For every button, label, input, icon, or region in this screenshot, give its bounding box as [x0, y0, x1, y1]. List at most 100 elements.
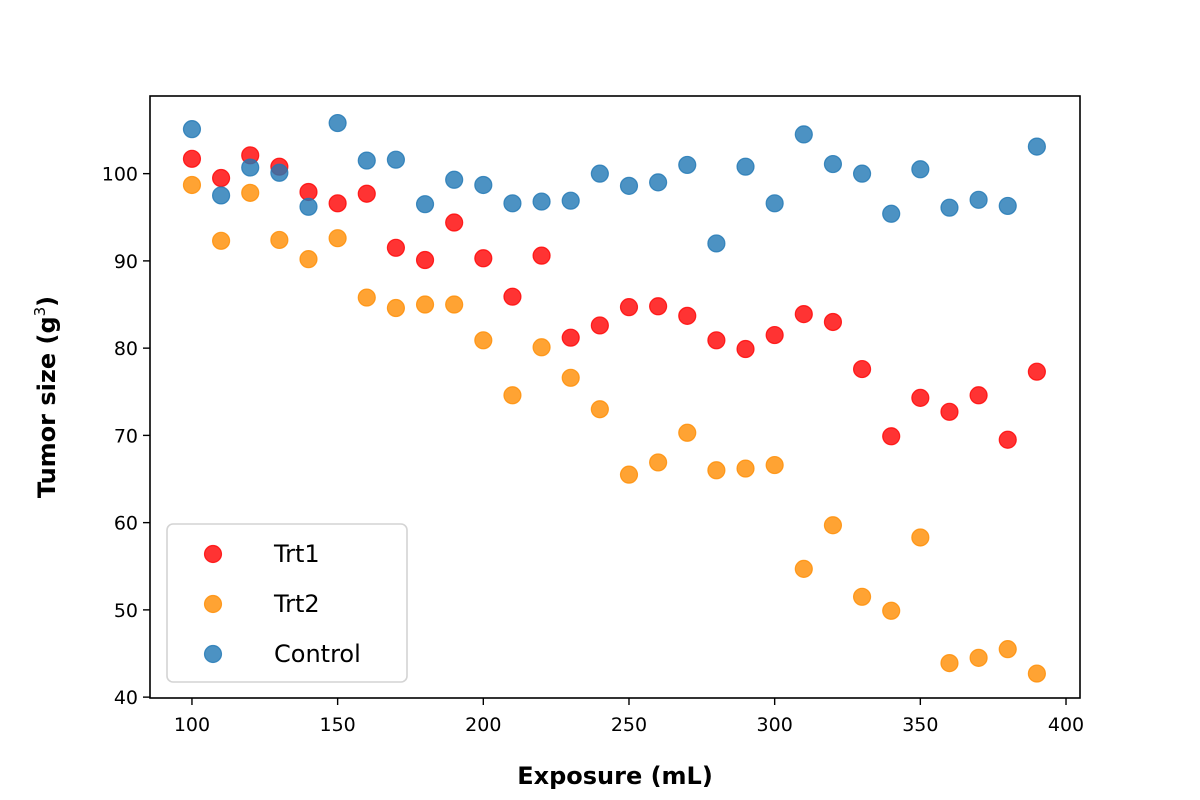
point-control — [270, 163, 289, 182]
x-tick-label: 300 — [757, 714, 793, 736]
y-axis-ticks: 40 50 60 70 80 90 100 — [102, 164, 150, 709]
point-trt2 — [707, 461, 726, 480]
point-control — [386, 150, 406, 169]
y-tick-label: 50 — [114, 600, 138, 622]
point-trt1 — [619, 298, 639, 317]
y-tick-label: 80 — [114, 338, 138, 360]
point-trt1 — [765, 325, 784, 345]
point-control — [765, 194, 784, 213]
y-tick-label: 60 — [114, 513, 138, 535]
point-trt2 — [474, 331, 493, 350]
point-control — [211, 186, 231, 205]
point-trt1 — [852, 359, 872, 379]
x-tick-label: 250 — [611, 714, 647, 736]
point-control — [445, 170, 464, 189]
point-trt2 — [561, 368, 580, 387]
point-control — [241, 158, 260, 177]
x-tick-label: 150 — [319, 714, 355, 736]
data-points — [182, 113, 1046, 683]
point-control — [794, 125, 813, 144]
point-trt1 — [211, 168, 231, 188]
point-trt1 — [911, 388, 930, 407]
x-tick-label: 200 — [465, 714, 501, 736]
point-trt1 — [969, 386, 988, 405]
point-trt2 — [911, 528, 930, 547]
point-trt2 — [211, 231, 231, 250]
point-trt1 — [503, 287, 522, 306]
point-trt1 — [823, 312, 843, 332]
point-trt1 — [532, 246, 551, 265]
point-trt2 — [998, 640, 1017, 659]
point-trt2 — [765, 455, 784, 475]
point-trt2 — [182, 175, 202, 195]
point-control — [619, 176, 639, 195]
point-trt2 — [619, 465, 639, 484]
y-axis-title-suffix: ) — [33, 296, 61, 307]
point-control — [940, 198, 959, 217]
point-trt1 — [182, 149, 202, 168]
point-control — [415, 195, 435, 214]
point-trt1 — [736, 339, 755, 359]
point-trt1 — [474, 249, 493, 268]
point-control — [561, 191, 580, 210]
point-trt2 — [270, 230, 289, 250]
point-control — [736, 157, 755, 176]
point-trt2 — [882, 601, 901, 620]
point-trt1 — [649, 297, 668, 316]
y-tick-label: 90 — [114, 251, 138, 273]
point-trt1 — [998, 430, 1017, 449]
point-trt1 — [445, 213, 464, 232]
point-trt2 — [328, 229, 347, 248]
legend-label-control: Control — [274, 640, 361, 668]
point-trt2 — [299, 250, 318, 269]
point-trt2 — [794, 559, 813, 578]
x-axis-title: Exposure (mL) — [517, 762, 713, 790]
y-axis-title-main: Tumor size (g — [33, 316, 61, 498]
point-control — [503, 194, 522, 213]
point-control — [357, 151, 376, 170]
y-tick-label: 40 — [114, 687, 138, 709]
point-trt1 — [882, 427, 901, 446]
point-trt2 — [415, 295, 435, 314]
point-trt2 — [532, 338, 551, 357]
legend-marker-trt1 — [203, 544, 223, 564]
legend-label-trt2: Trt2 — [273, 590, 320, 618]
point-trt1 — [678, 306, 697, 325]
x-tick-label: 400 — [1048, 714, 1084, 736]
point-trt2 — [852, 587, 872, 606]
point-trt1 — [561, 328, 580, 347]
y-tick-label: 70 — [114, 425, 138, 447]
x-axis-ticks: 100 150 200 250 300 350 400 — [174, 698, 1084, 736]
point-trt2 — [241, 183, 260, 202]
point-control — [1027, 137, 1046, 156]
point-control — [882, 204, 901, 223]
point-control — [911, 160, 930, 179]
point-trt1 — [794, 305, 813, 324]
point-control — [823, 154, 843, 174]
legend-marker-control — [203, 644, 223, 664]
point-trt1 — [415, 250, 435, 270]
point-trt2 — [503, 386, 522, 405]
point-control — [182, 120, 202, 139]
point-trt2 — [445, 295, 464, 314]
point-trt2 — [649, 453, 668, 472]
point-trt2 — [678, 423, 697, 442]
point-trt1 — [386, 238, 406, 257]
point-trt1 — [357, 184, 376, 203]
legend-marker-trt2 — [203, 594, 223, 614]
point-trt2 — [823, 516, 843, 535]
point-control — [532, 192, 551, 211]
x-tick-label: 100 — [174, 714, 210, 736]
point-trt1 — [590, 316, 609, 335]
point-control — [678, 155, 697, 175]
point-trt1 — [328, 194, 347, 213]
point-control — [328, 113, 347, 133]
point-trt2 — [590, 400, 609, 419]
point-control — [649, 173, 668, 192]
point-trt1 — [1027, 362, 1046, 381]
point-control — [707, 234, 726, 253]
point-control — [299, 197, 318, 216]
legend-box — [166, 523, 408, 683]
y-tick-label: 100 — [102, 164, 138, 186]
